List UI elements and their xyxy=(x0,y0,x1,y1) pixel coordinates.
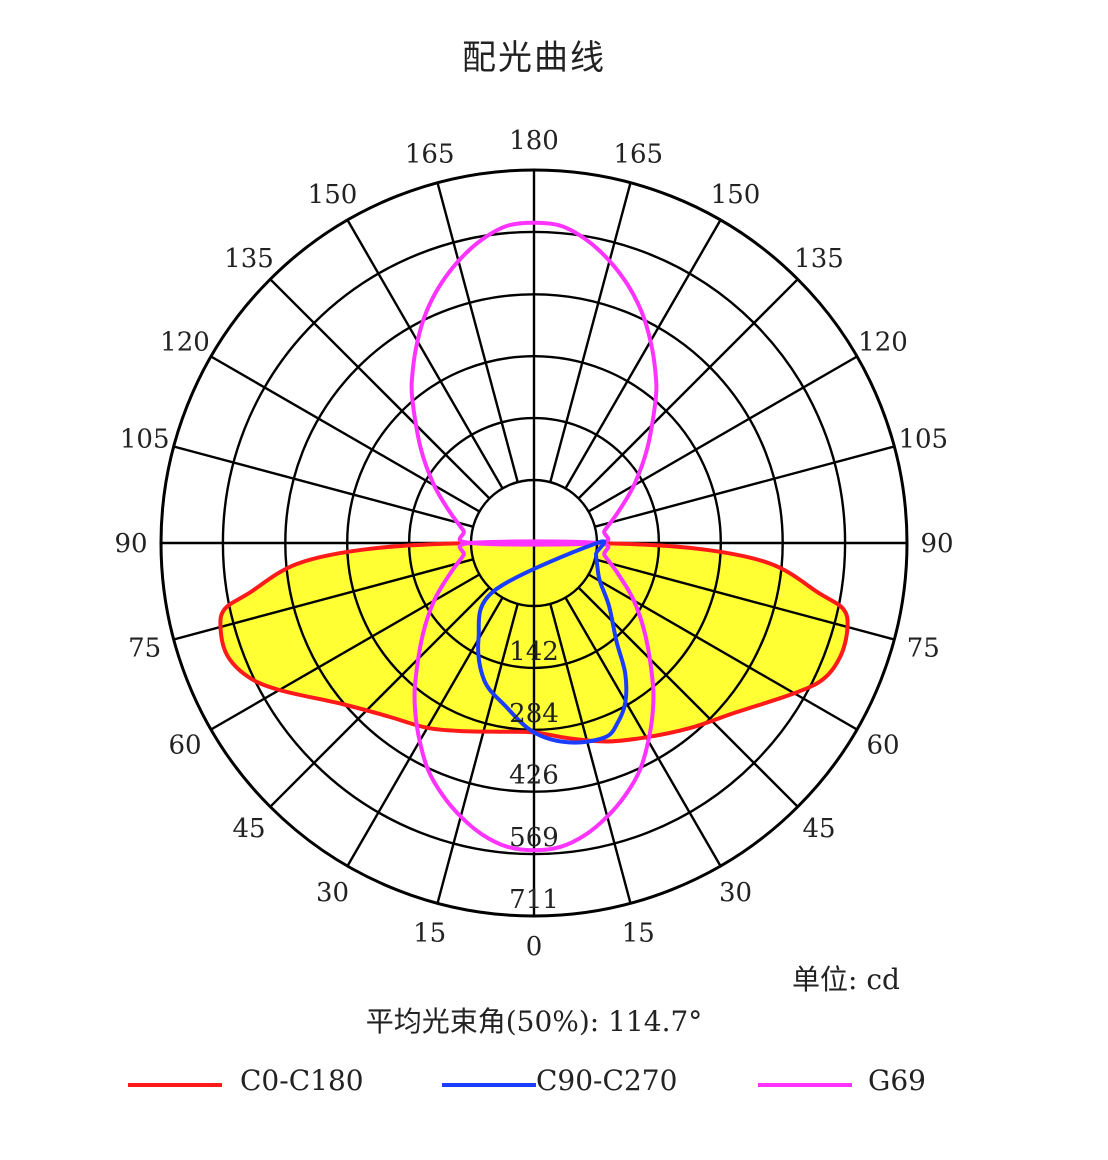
angle-label: 120 xyxy=(160,328,210,358)
angle-label: 15 xyxy=(622,918,655,948)
angle-label: 105 xyxy=(898,425,948,455)
c90-c270-curve xyxy=(476,539,629,745)
legend-label: C90-C270 xyxy=(536,1064,678,1097)
angle-label: 45 xyxy=(802,814,835,844)
angle-label: 150 xyxy=(711,180,761,210)
chart-title: 配光曲线 xyxy=(462,38,606,78)
angle-labels: 0 15 30 45 60 75 90 105 120 135 150 165 180 15 30 45 60 7… xyxy=(114,126,953,962)
grid-spoke xyxy=(564,596,722,742)
radial-tick-label: 142 xyxy=(509,637,559,667)
angle-label: 180 xyxy=(509,126,559,156)
g69-lower-curve xyxy=(412,539,656,853)
legend-line xyxy=(128,1083,222,1087)
grid-spoke xyxy=(346,219,504,490)
grid-spoke xyxy=(269,586,491,742)
radial-tick-label: 569 xyxy=(509,823,559,853)
radial-tick-labels: 142 284 426 569 711 xyxy=(509,637,559,915)
angle-label: 75 xyxy=(128,633,161,663)
beam-angle-label: 平均光束角(50%): 114.7° xyxy=(365,1005,703,1038)
angle-label: 15 xyxy=(413,918,446,948)
radial-tick-label: 711 xyxy=(509,885,559,915)
radial-tick-label: 426 xyxy=(509,761,559,791)
grid-spoke xyxy=(594,445,895,528)
angle-label: 120 xyxy=(858,328,908,358)
angle-label: 30 xyxy=(316,878,349,908)
angle-label: 60 xyxy=(866,731,899,761)
angle-label: 75 xyxy=(907,633,940,663)
grid-spoke xyxy=(220,558,474,641)
grid-spoke xyxy=(564,219,722,490)
angle-label: 150 xyxy=(308,180,358,210)
angle-label: 165 xyxy=(613,140,663,170)
angle-label: 165 xyxy=(405,140,455,170)
angle-label: 135 xyxy=(794,244,844,274)
grid-spoke xyxy=(173,445,474,528)
angle-label: 135 xyxy=(224,244,274,274)
angle-label: 0 xyxy=(526,932,543,962)
angle-label: 30 xyxy=(719,878,752,908)
grid-spoke xyxy=(436,182,519,483)
grid-spoke xyxy=(577,586,799,742)
legend-label: C0-C180 xyxy=(240,1064,364,1097)
grid-spoke xyxy=(436,603,519,742)
legend-label: G69 xyxy=(868,1064,926,1097)
grid-spoke xyxy=(594,558,848,641)
angle-label: 90 xyxy=(114,529,147,559)
legend-line xyxy=(442,1083,536,1087)
grid-spoke xyxy=(549,182,632,483)
angle-label: 45 xyxy=(232,814,265,844)
radial-tick-label: 284 xyxy=(509,699,559,729)
grid-spoke xyxy=(269,278,491,500)
unit-label: 单位: cd xyxy=(792,963,900,996)
angle-label: 90 xyxy=(920,529,953,559)
grid-spoke xyxy=(577,278,799,500)
legend-line xyxy=(758,1083,852,1087)
angle-label: 105 xyxy=(120,425,170,455)
g69-upper-curve xyxy=(409,220,659,547)
c0-c180-curve xyxy=(218,540,850,744)
angle-label: 60 xyxy=(168,731,201,761)
grid-spoke xyxy=(549,603,632,742)
